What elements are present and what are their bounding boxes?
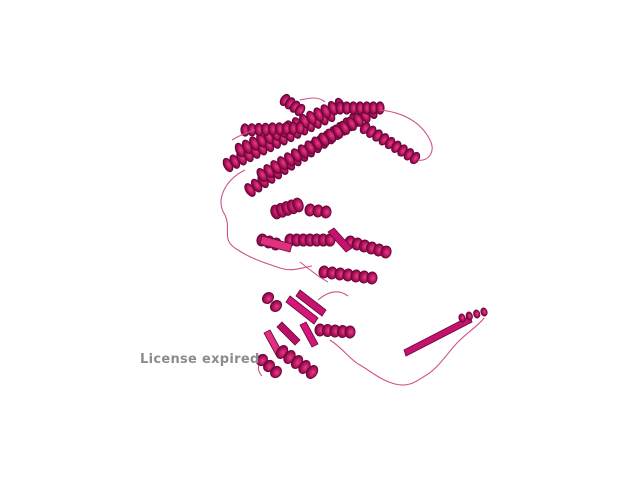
helix-turn (344, 325, 356, 339)
beta-sheets (259, 227, 473, 357)
helix-turn (320, 205, 332, 219)
helix-turn (375, 101, 385, 115)
helix-turn (295, 121, 305, 135)
helix-turn (380, 245, 392, 259)
helix-turn (366, 271, 378, 285)
license-watermark: License expired (140, 352, 260, 367)
helix-turn (270, 365, 282, 379)
helix-turn (473, 309, 481, 319)
helix-turn (269, 299, 283, 313)
helix-turn (305, 365, 319, 379)
helix-domain-bottom (256, 291, 488, 379)
helix-turn (292, 197, 304, 213)
coil-loops (220, 97, 485, 386)
helix-turn (458, 313, 466, 323)
helix-turn (465, 311, 473, 321)
helix-turn (480, 307, 488, 317)
helix-turn (294, 103, 306, 117)
helix-bundle-top (222, 93, 421, 197)
helix-turn (261, 291, 275, 305)
